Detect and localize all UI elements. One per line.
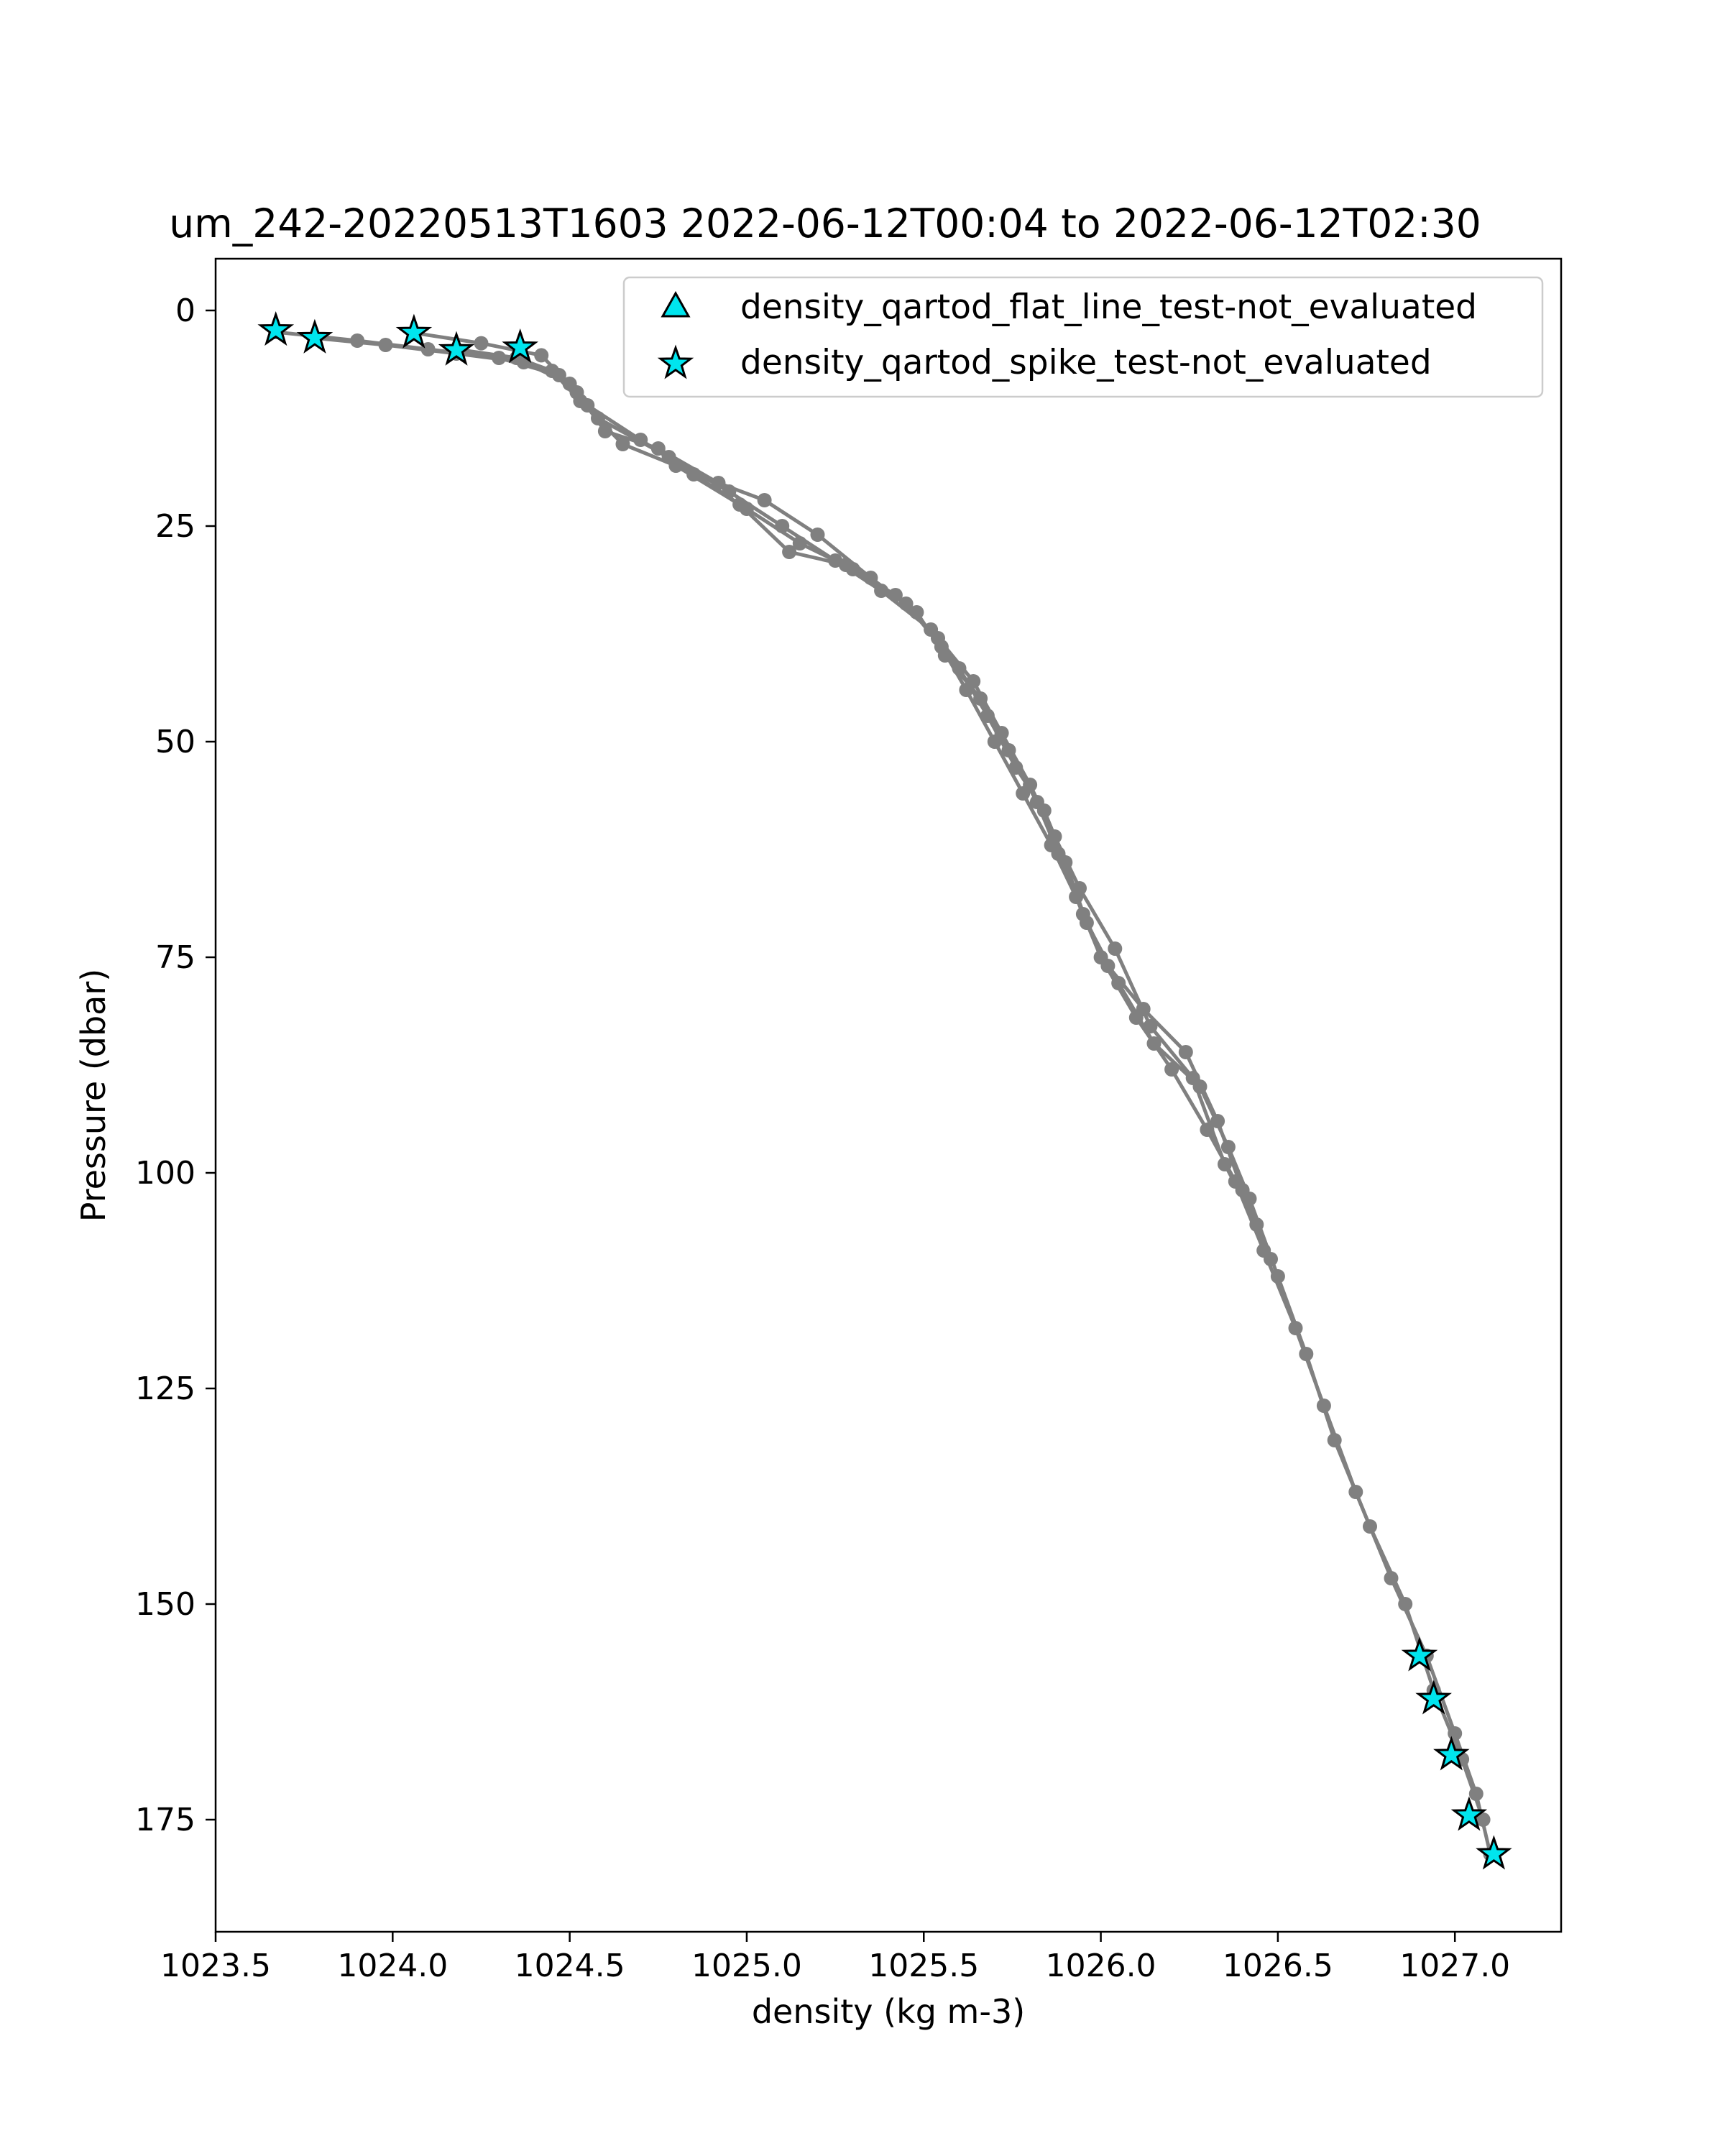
plot-area	[257, 311, 1512, 1870]
profile-point	[1075, 907, 1090, 921]
x-tick-label: 1026.5	[1223, 1948, 1333, 1984]
x-tick-label: 1025.5	[868, 1948, 979, 1984]
profile-point	[1047, 829, 1062, 844]
profile-line-3	[456, 347, 1259, 1226]
profile-point	[668, 459, 684, 473]
star-marker	[1433, 1736, 1470, 1771]
profile-point	[1100, 959, 1116, 973]
star-marker	[1401, 1636, 1438, 1672]
legend-label-spike: density_qartod_spike_test-not_evaluated	[740, 343, 1432, 382]
y-axis: 0 25 50 75 100 125 150 175	[135, 292, 216, 1838]
star-marker	[1476, 1835, 1512, 1870]
x-tick-label: 1024.5	[515, 1948, 625, 1984]
chart-title: um_242-20220513T1603 2022-06-12T00:04 to…	[169, 201, 1481, 247]
profile-point	[1476, 1812, 1491, 1827]
x-tick-label: 1027.0	[1399, 1948, 1510, 1984]
star-marker	[296, 318, 334, 354]
star-marker	[395, 313, 433, 349]
profile-point	[909, 605, 924, 619]
profile-line-1	[314, 336, 1485, 1820]
y-tick-label: 0	[175, 292, 196, 329]
profile-point	[1143, 1019, 1158, 1033]
profile-point	[1398, 1597, 1413, 1611]
x-axis-label: density (kg m-3)	[752, 1992, 1025, 2031]
profile-point	[810, 528, 825, 542]
profile-point	[615, 437, 630, 451]
x-axis: 1023.5 1024.0 1024.5 1025.0 1025.5 1026.0 1026…	[160, 1932, 1510, 1984]
legend-star-shape	[657, 344, 694, 379]
star-marker	[1450, 1796, 1488, 1831]
profile-line-0	[275, 330, 1492, 1855]
profile-point	[994, 726, 1009, 740]
y-tick-label: 25	[155, 508, 196, 545]
y-axis-label: Pressure (dbar)	[74, 969, 113, 1222]
profile-point	[1218, 1157, 1232, 1171]
profile-point	[966, 674, 981, 688]
profile-point	[1264, 1252, 1278, 1266]
legend-triangle-marker	[661, 290, 691, 318]
profile-point	[1210, 1114, 1225, 1128]
profile-point	[1327, 1433, 1342, 1447]
star-marker	[438, 331, 475, 366]
profile-point	[711, 476, 726, 490]
y-tick-label: 150	[135, 1586, 196, 1623]
profile-point	[1363, 1519, 1377, 1534]
profile-point	[1185, 1071, 1200, 1085]
profile-point	[573, 394, 588, 408]
profile-point	[732, 497, 748, 512]
profile-point	[775, 519, 790, 533]
profile-point	[545, 364, 559, 378]
profile-point	[650, 441, 666, 456]
star-marker	[1415, 1680, 1452, 1715]
y-tick-label: 100	[135, 1155, 196, 1192]
profile-point	[888, 588, 903, 602]
profile-point	[757, 493, 772, 507]
legend-label-flat-line: density_qartod_flat_line_test-not_evalua…	[740, 287, 1477, 327]
star-marker	[257, 311, 295, 346]
star-marker	[502, 328, 538, 364]
legend-triangle-shape	[661, 290, 691, 318]
legend-star-marker	[657, 344, 694, 379]
profile-point	[1072, 881, 1087, 895]
profile-point	[1178, 1045, 1193, 1059]
y-tick-label: 125	[135, 1370, 196, 1407]
profile-point	[931, 631, 945, 645]
legend: density_qartod_flat_line_test-not_evalua…	[622, 276, 1544, 398]
profile-point	[1023, 778, 1038, 792]
y-tick-label: 175	[135, 1802, 196, 1838]
profile-point	[1299, 1347, 1314, 1361]
profile-point	[1249, 1217, 1264, 1232]
x-tick-label: 1024.0	[337, 1948, 448, 1984]
y-tick-label: 50	[155, 724, 196, 760]
profile-point	[838, 558, 853, 572]
x-tick-label: 1023.5	[160, 1948, 271, 1984]
profile-point	[1111, 976, 1126, 990]
legend-frame	[622, 276, 1544, 398]
x-tick-label: 1026.0	[1046, 1948, 1156, 1984]
profile-point	[1146, 1036, 1162, 1051]
profile-line-2	[413, 331, 1273, 1260]
profile-point	[782, 545, 797, 559]
profile-point	[534, 348, 549, 363]
profile-point	[1108, 941, 1123, 956]
profile-point	[378, 338, 393, 352]
y-tick-label: 75	[155, 939, 196, 976]
x-tick-label: 1025.0	[691, 1948, 802, 1984]
profile-point	[474, 336, 489, 351]
plot-frame	[214, 257, 1563, 1933]
profile-point	[952, 661, 967, 676]
profile-point	[1270, 1269, 1285, 1284]
